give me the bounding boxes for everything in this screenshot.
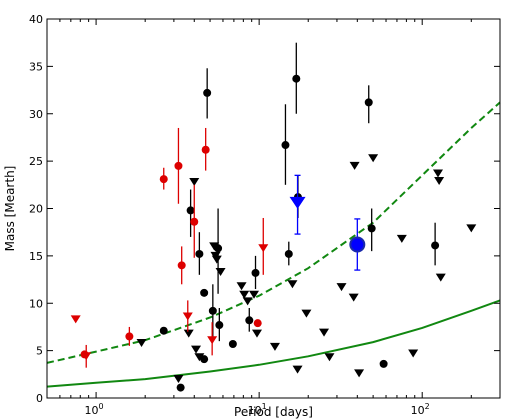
red-circle-point	[177, 261, 186, 270]
black-triangle-point	[348, 293, 359, 302]
red-circle-point	[253, 319, 262, 328]
black-circle-point	[251, 268, 260, 277]
black-triangle-point	[466, 224, 477, 233]
y-tick-label: 35	[29, 60, 43, 73]
red-triangle-point	[70, 315, 81, 324]
black-triangle-point	[433, 169, 444, 178]
black-triangle-point	[183, 329, 194, 338]
black-triangle-point	[242, 297, 253, 306]
black-circle-point	[431, 241, 440, 250]
black-circle-point	[208, 306, 217, 315]
black-triangle-point	[249, 290, 260, 299]
red-triangle-point	[182, 312, 193, 321]
black-circle-point	[195, 249, 204, 258]
y-tick-label: 10	[29, 297, 43, 310]
red-triangle-point	[207, 336, 218, 345]
black-circle-point	[245, 316, 254, 325]
y-tick-label: 25	[29, 155, 43, 168]
black-triangle-point	[239, 290, 250, 299]
blue-triangle-point	[289, 196, 306, 209]
x-tick-label: 100	[85, 402, 104, 417]
red-circle-point	[159, 175, 168, 184]
black-triangle-point	[408, 349, 419, 358]
black-circle-point	[200, 288, 209, 297]
red-circle-point	[201, 145, 210, 154]
y-tick-label: 5	[36, 345, 43, 358]
black-triangle-point	[287, 280, 298, 289]
black-triangle-point	[191, 345, 202, 354]
black-circle-point	[176, 383, 185, 392]
black-triangle-point	[292, 365, 303, 374]
black-triangle-point	[209, 242, 220, 251]
data-points	[70, 42, 477, 392]
black-circle-point	[215, 321, 224, 330]
red-triangle-point	[258, 244, 269, 253]
black-triangle-point	[173, 375, 184, 384]
black-triangle-point	[434, 177, 445, 186]
black-circle-point	[379, 359, 388, 368]
black-circle-point	[292, 74, 301, 83]
black-circle-point	[228, 339, 237, 348]
black-triangle-point	[349, 161, 360, 170]
black-triangle-point	[251, 329, 262, 338]
black-circle-point	[186, 206, 195, 215]
black-triangle-point	[136, 339, 147, 348]
black-circle-point	[281, 141, 290, 150]
black-circle-point	[159, 326, 168, 335]
y-axis-label: Mass [Mearth]	[3, 166, 17, 252]
black-triangle-point	[354, 369, 365, 378]
y-tick-label: 40	[29, 13, 43, 26]
y-tick-label: 0	[36, 392, 43, 405]
black-triangle-point	[301, 309, 312, 318]
black-circle-point	[367, 224, 376, 233]
x-axis-label: Period [days]	[234, 405, 313, 419]
black-triangle-point	[215, 267, 226, 276]
black-circle-point	[364, 98, 373, 107]
black-triangle-point	[435, 273, 446, 282]
black-triangle-point	[194, 353, 205, 362]
black-triangle-point	[236, 282, 247, 291]
black-triangle-point	[396, 234, 407, 243]
red-circle-point	[125, 332, 134, 341]
solid-model-curve	[46, 299, 501, 388]
black-triangle-point	[189, 177, 200, 186]
black-triangle-point	[336, 283, 347, 292]
y-tick-label: 15	[29, 250, 43, 263]
black-circle-point	[203, 88, 212, 97]
black-triangle-point	[368, 154, 379, 163]
black-triangle-point	[324, 353, 335, 362]
x-tick-label: 102	[411, 402, 430, 417]
red-circle-point	[190, 217, 199, 226]
black-triangle-point	[319, 328, 330, 337]
blue-circle-point	[349, 236, 366, 253]
y-tick-label: 20	[29, 203, 43, 216]
black-triangle-point	[269, 342, 280, 351]
black-circle-point	[200, 355, 209, 364]
black-triangle-point	[211, 255, 222, 264]
red-triangle-point	[81, 352, 92, 361]
black-circle-point	[284, 249, 293, 258]
y-tick-label: 30	[29, 108, 43, 121]
red-circle-point	[174, 161, 183, 170]
model-curves	[46, 101, 501, 388]
plot-frame	[46, 18, 501, 399]
